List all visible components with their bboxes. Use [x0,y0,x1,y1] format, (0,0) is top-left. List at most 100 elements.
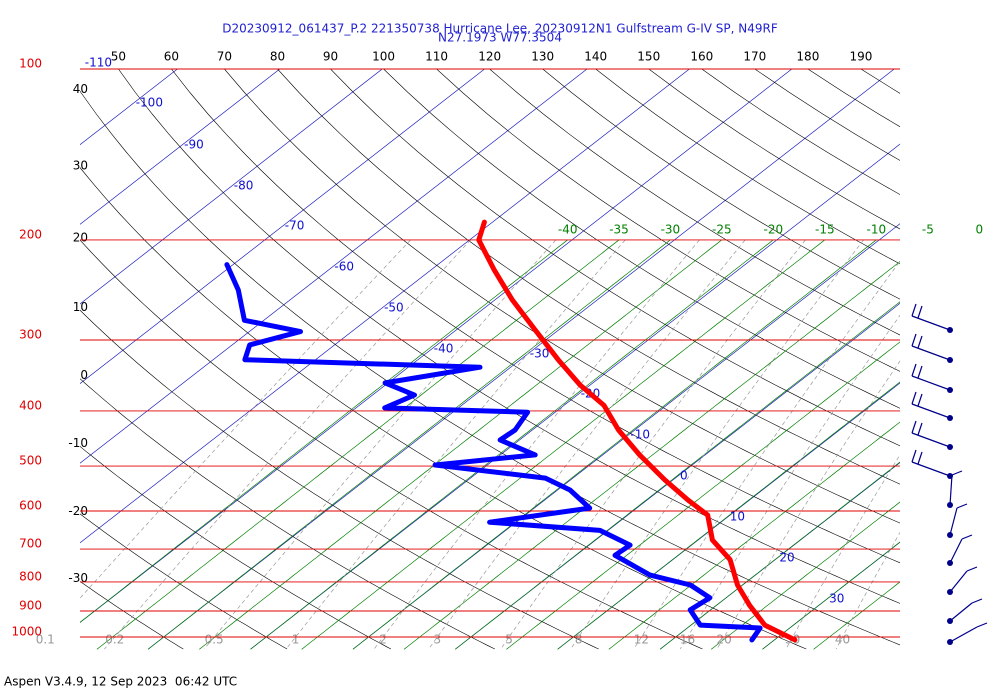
dry-adiabat [80,309,599,650]
barb-station [947,502,953,508]
dry-adiabat-label: -30 [68,571,88,585]
mixing-ratio-line [785,454,900,650]
dry-adiabat-label: 10 [73,300,88,314]
dry-adiabat [489,69,900,336]
dry-adiabat [277,69,900,485]
mixing-ratio-line [428,239,746,650]
dry-adiabat-label: -10 [68,436,88,450]
isotherm [80,69,383,305]
isotherm [352,223,900,650]
moist-adiabat [506,341,900,650]
isotherm-label: -80 [234,179,254,193]
barb-station [947,444,953,450]
isotherm-label: 30 [829,592,844,606]
isotherm-label: -100 [136,96,163,110]
dry-adiabat [0,69,79,649]
mixing-ratio-label: 0.5 [205,633,224,647]
moist-adiabat [403,261,900,650]
dry-adiabat-label: 70 [217,50,232,64]
isotherm-label: -10 [630,428,650,442]
dry-adiabat-label: 40 [73,82,88,96]
isotherm-label: -70 [285,219,305,233]
barb-staff [911,315,951,331]
isotherm [80,69,281,225]
barb-feather [911,363,917,377]
dry-adiabat [383,69,900,409]
barb-station [947,618,953,624]
plot-area [0,69,900,650]
barb-feather [917,305,923,319]
dry-adiabat [80,581,184,650]
moist-adiabat-label: -15 [815,223,835,237]
mixing-ratio-label: 20 [717,633,732,647]
isobar-label: 700 [19,537,42,551]
isobar-label: 900 [19,599,42,613]
isotherm [455,302,900,650]
barb-feather [911,303,917,317]
moist-adiabat-label: -35 [609,223,629,237]
mixing-ratio-label: 2 [379,633,387,647]
mixing-ratio-line [716,360,900,650]
mixing-ratio-line [633,260,900,650]
dry-adiabat [330,69,900,447]
dry-adiabat [860,69,900,94]
dry-adiabat [701,69,900,195]
dry-adiabat-label: -20 [68,504,88,518]
moist-adiabat [608,421,900,650]
moist-adiabat-label: -20 [764,223,784,237]
profile-line [224,262,763,643]
isobar-label: 600 [19,498,42,512]
barb-station [947,560,953,566]
barb-feather [956,503,968,509]
moist-adiabat-label: -10 [867,223,887,237]
dry-adiabat [80,167,807,650]
dry-adiabat-label: 120 [478,50,501,64]
barb-staff [911,432,951,448]
isobar-label: 200 [19,227,42,241]
barb-feather [976,622,988,628]
dry-adiabat [80,239,703,650]
isotherm-label: 20 [779,551,794,565]
moist-adiabat-label: -25 [712,223,732,237]
dry-adiabat-label: 110 [425,50,448,64]
mixing-ratio-line [373,239,700,650]
moist-adiabat-label: -40 [558,223,578,237]
isotherm [80,69,793,623]
dry-adiabat [80,378,495,650]
dry-adiabat-label: 20 [73,231,88,245]
isobar-label: 500 [19,454,42,468]
dry-adiabat-label: 50 [111,50,126,64]
isotherm-label: -110 [85,56,112,70]
barb-station [947,589,953,595]
barb-staff [911,345,951,361]
mixing-ratio-label: 8 [575,633,583,647]
dry-adiabat-label: 0 [80,368,88,382]
moist-adiabat [557,381,900,650]
mixing-ratio-line [500,239,806,650]
barb-feather [961,534,973,540]
dry-adiabat [224,69,900,524]
isobar-label: 300 [19,328,42,342]
isotherm [80,69,690,544]
barb-feather [911,333,917,347]
isobar-label: 400 [19,398,42,412]
mixing-ratio-label: 12 [634,633,649,647]
barb-feather [911,449,917,463]
barb-feather [971,598,983,604]
isobar-label: 100 [19,57,42,71]
barb-feather [917,335,923,349]
footer: Aspen V3.4.9, 12 Sep 2023 06:42 UTC [4,675,237,689]
mixing-ratio-line [835,531,900,650]
barb-station [947,327,953,333]
dry-adiabat [595,69,900,265]
moist-adiabat [454,301,900,650]
mixing-ratio-line [80,239,411,599]
barb-feather [917,365,923,379]
dry-adiabat-label: 170 [743,50,766,64]
isotherm [762,541,900,650]
mixing-ratio-label: 0.2 [105,633,124,647]
barb-station [947,532,953,538]
barb-staff [949,602,973,622]
isotherm-label: -50 [384,301,404,315]
